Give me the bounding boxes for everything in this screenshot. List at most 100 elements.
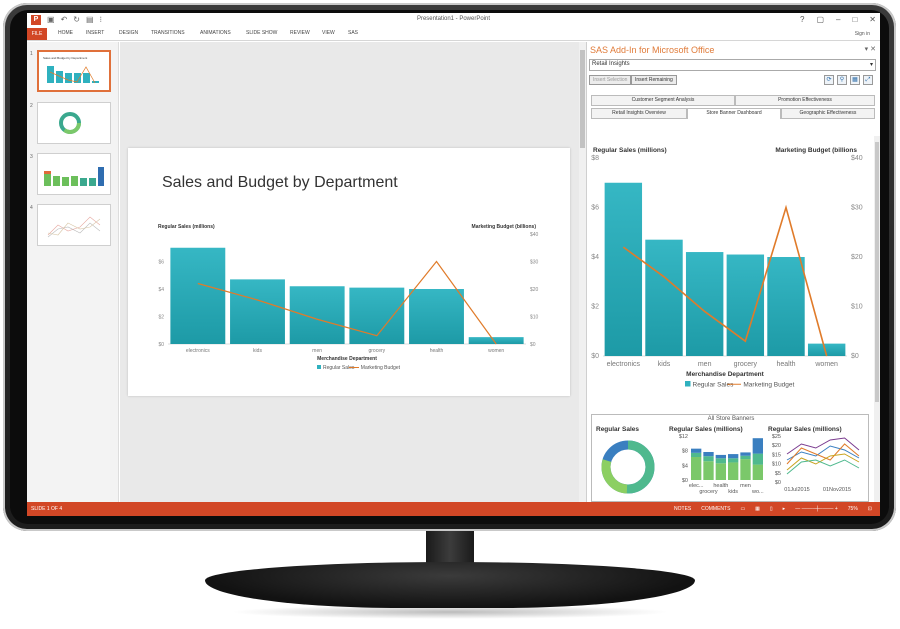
x-tick-label: 01Jul2015 xyxy=(784,487,809,493)
slide-thumbnail-2[interactable] xyxy=(37,102,111,144)
thumbnail-title: Sales and Budget by Department xyxy=(43,56,88,60)
y-tick-label: $4 xyxy=(682,463,688,469)
current-slide[interactable]: Sales and Budget by Department $0 $2 $4 $6 $… xyxy=(128,148,570,396)
maximize-icon[interactable]: □ xyxy=(852,15,858,24)
slideshow-view-icon[interactable]: ▸ xyxy=(782,506,786,512)
x-tick-label: grocery xyxy=(368,348,385,354)
bar xyxy=(409,289,464,344)
x-axis-label: Merchandise Department xyxy=(317,356,377,362)
tab-design[interactable]: DESIGN xyxy=(119,30,139,36)
slide-thumbnail-4[interactable] xyxy=(37,204,111,246)
tab-transitions[interactable]: TRANSITIONS xyxy=(151,30,185,36)
insert-selection-button[interactable]: Insert Selection xyxy=(589,75,632,85)
pane-scrollbar[interactable] xyxy=(874,136,880,502)
tab-geographic-effectiveness[interactable]: Geographic Effectiveness xyxy=(781,108,875,119)
editor-scrollbar[interactable] xyxy=(579,42,586,502)
donut-chart[interactable] xyxy=(594,431,664,501)
copy-icon[interactable]: ▦ xyxy=(850,75,860,85)
zoom-level[interactable]: 75% xyxy=(847,506,858,512)
tab-retail-insights-overview[interactable]: Retail Insights Overview xyxy=(591,108,687,119)
filter-icon[interactable]: ⚲ xyxy=(837,75,847,85)
line-chart[interactable]: $0 $5 $10 $15 $20 $25 01Jul2015 01Nov2015 xyxy=(767,430,867,504)
y-tick-label: $12 xyxy=(679,434,688,440)
y-tick-label: $8 xyxy=(682,449,688,455)
slide-thumbnail-1[interactable]: Sales and Budget by Department xyxy=(37,50,111,92)
slide-indicator: SLIDE 1 OF 4 xyxy=(31,506,63,512)
slide-chart[interactable]: $0 $2 $4 $6 $0 $10 $20 $30 $40 electronics kids men… xyxy=(128,148,570,396)
sign-in-link[interactable]: Sign in xyxy=(854,31,870,37)
donut-title: Regular Sales xyxy=(596,426,639,433)
help-icon[interactable]: ? xyxy=(799,15,805,24)
close-icon[interactable]: ✕ xyxy=(869,15,876,24)
tab-promotion-effectiveness[interactable]: Promotion Effectiveness xyxy=(735,95,875,106)
y-tick-label: $0 xyxy=(682,478,688,484)
tab-review[interactable]: REVIEW xyxy=(290,30,310,36)
y-tick-label: $6 xyxy=(158,260,164,266)
pane-title: SAS Add-In for Microsoft Office xyxy=(590,45,715,55)
undo-icon[interactable]: ↶ xyxy=(60,15,68,24)
report-select[interactable]: Retail Insights ▾ xyxy=(589,59,876,71)
thumbnail-line-chart xyxy=(47,216,101,238)
x-tick-label: kids xyxy=(728,489,738,495)
tab-customer-segment-analysis[interactable]: Customer Segment Analysis xyxy=(591,95,735,106)
tab-slide-show[interactable]: SLIDE SHOW xyxy=(246,30,278,36)
slide-title[interactable]: Sales and Budget by Department xyxy=(162,174,398,191)
pane-options-icon[interactable]: ▾ xyxy=(864,46,869,53)
sorter-view-icon[interactable]: ▦ xyxy=(755,506,760,512)
status-right: NOTES COMMENTS ▭ ▦ ▯ ▸ — ────┼──── + 75%… xyxy=(674,506,872,512)
x-axis-label: Merchandise Department xyxy=(686,371,764,378)
expand-icon[interactable]: ⤢ xyxy=(863,75,873,85)
file-tab[interactable]: FILE xyxy=(27,28,47,40)
stacked-bar-segment xyxy=(752,453,763,465)
stacked-bar-segment xyxy=(752,464,763,480)
comments-button[interactable]: COMMENTS xyxy=(701,506,731,512)
stacked-bar-chart[interactable]: $0 $4 $8 $12 elec...groceryhealthkidsmenwo..… xyxy=(668,430,766,504)
tab-store-banner-dashboard[interactable]: Store Banner Dashboard xyxy=(687,108,781,119)
bar xyxy=(349,287,405,344)
series-line xyxy=(786,453,860,471)
series-line xyxy=(786,437,860,455)
tab-sas[interactable]: SAS xyxy=(348,30,359,36)
y2-axis-label: Marketing Budget (billions) xyxy=(472,224,537,230)
slide-thumbnail-3[interactable] xyxy=(37,153,111,195)
normal-view-icon[interactable]: ▭ xyxy=(740,506,746,512)
customize-icon[interactable]: ⁝ xyxy=(99,15,103,24)
stacked-chart-title: Regular Sales (millions) xyxy=(669,426,743,433)
save-icon[interactable]: ▣ xyxy=(47,15,55,24)
y2-tick-label: $10 xyxy=(851,304,863,311)
sas-addin-pane: SAS Add-In for Microsoft Office ▾ ✕ Reta… xyxy=(586,42,880,502)
y2-tick-label: $30 xyxy=(851,205,863,212)
y-tick-label: $0 xyxy=(158,342,164,348)
y-tick-label: $4 xyxy=(591,254,599,261)
bar xyxy=(170,247,226,344)
x-tick-label: women xyxy=(488,348,504,354)
marketing-budget-line xyxy=(622,204,828,357)
minimize-icon[interactable]: – xyxy=(836,15,841,24)
title-bar: P ▣ ↶ ↻ ▤ ⁝ Presentation1 - PowerPoint ?… xyxy=(27,13,880,28)
redo-icon[interactable]: ↻ xyxy=(73,15,80,24)
reading-view-icon[interactable]: ▯ xyxy=(769,506,773,512)
x-tick-label: elec... xyxy=(689,483,704,489)
insert-remaining-button[interactable]: Insert Remaining xyxy=(631,75,677,85)
tab-insert[interactable]: INSERT xyxy=(86,30,105,36)
presenter-icon[interactable]: ▤ xyxy=(85,15,94,24)
ribbon-display-icon[interactable]: ▢ xyxy=(816,15,824,24)
x-tick-label: kids xyxy=(658,361,671,368)
thumb-number: 4 xyxy=(30,205,33,211)
legend-label-marketing-budget: Marketing Budget xyxy=(743,382,794,389)
stacked-bar-segment xyxy=(703,456,714,462)
pane-close-icon[interactable]: ✕ xyxy=(870,46,876,53)
tab-home[interactable]: HOME xyxy=(58,30,73,36)
thumbnail-donut xyxy=(59,112,81,134)
notes-button[interactable]: NOTES xyxy=(674,506,692,512)
tab-view[interactable]: VIEW xyxy=(322,30,335,36)
stacked-bar-segment xyxy=(728,454,739,459)
bar xyxy=(604,182,643,356)
legend-label-regular-sales: Regular Sales xyxy=(693,382,735,389)
tab-animations[interactable]: ANIMATIONS xyxy=(200,30,231,36)
zoom-slider[interactable]: — ────┼──── + xyxy=(795,506,838,512)
pane-chart[interactable]: $0 $2 $4 $6 $8 $0 $10 $20 $30 $40 electronics kids m… xyxy=(589,136,873,405)
stacked-bar-segment xyxy=(703,461,714,480)
refresh-icon[interactable]: ⟳ xyxy=(824,75,834,85)
fit-slide-icon[interactable]: ⊡ xyxy=(867,506,872,512)
